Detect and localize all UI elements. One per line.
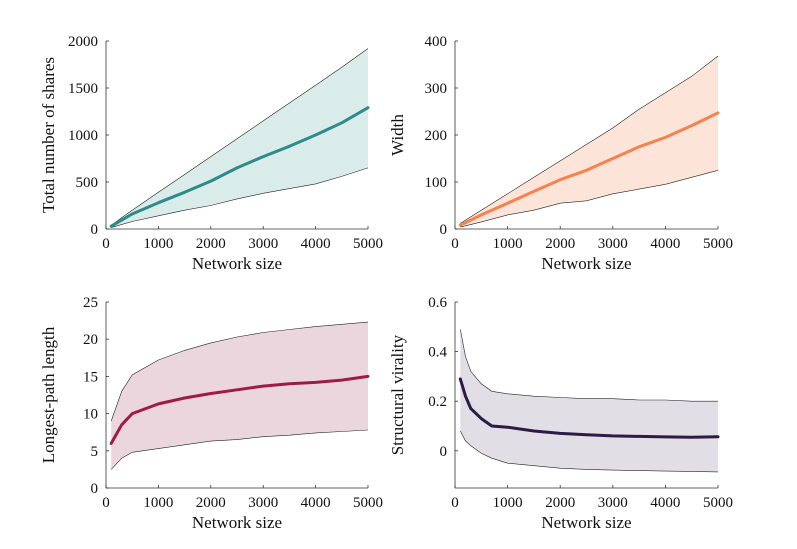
mean-line [458,111,720,227]
lower-bound-line [460,170,719,228]
chart-panel-3: 0 1000 2000 3000 4000 5000 0 5 10 15 20 25 Network s… [39,295,383,532]
y-tick-label: 400 [425,34,448,50]
lower-bound-line [111,167,369,228]
x-axis-title: Network size [192,513,282,532]
x-tick-label: 3000 [598,495,628,511]
y-tick-label: 1000 [68,128,98,144]
x-axis-title: Network size [541,513,631,532]
y-axis-title: Structural virality [388,334,407,455]
x-tick-label: 0 [451,236,459,252]
x-tick-label: 4000 [301,495,331,511]
upper-bound-line [460,329,718,402]
y-tick-label: 1500 [68,81,98,97]
y-tick-label: 2000 [68,34,98,50]
lower-bound-line [460,430,719,473]
x-tick-label: 0 [102,236,110,252]
y-tick-label: 25 [83,295,98,311]
y-axis-title: Width [388,114,407,156]
x-axis-title: Network size [541,254,631,273]
y-tick-label: 300 [425,81,448,97]
y-tick-label: 0.6 [428,295,447,311]
x-axis-title: Network size [192,254,282,273]
y-tick-label: 0 [440,444,448,460]
x-tick-label: 2000 [545,495,575,511]
x-tick-label: 2000 [196,236,226,252]
x-tick-label: 3000 [598,236,628,252]
y-tick-label: 10 [83,407,98,423]
x-tick-label: 1000 [493,495,523,511]
y-tick-label: 0.2 [428,394,447,410]
x-tick-label: 5000 [703,495,733,511]
y-tick-label: 0 [91,222,99,238]
chart-panel-2: 0 1000 2000 3000 4000 5000 0 100 200 300 400 Networ… [388,34,733,273]
x-tick-label: 2000 [545,236,575,252]
x-tick-label: 4000 [650,495,680,511]
x-tick-label: 1000 [493,236,523,252]
y-axis-title: Total number of shares [39,57,58,213]
x-tick-label: 1000 [143,495,173,511]
x-tick-label: 3000 [248,495,278,511]
y-tick-label: 0 [440,222,448,238]
x-tick-label: 4000 [301,236,331,252]
y-tick-label: 5 [91,444,99,460]
y-tick-label: 20 [83,332,98,348]
x-tick-label: 4000 [650,236,680,252]
chart-panel-1: 0 1000 2000 3000 4000 5000 0 500 1000 1500 2000 Net… [39,34,383,273]
mean-line [109,106,370,228]
y-tick-label: 100 [425,175,448,191]
y-tick-label: 200 [425,128,448,144]
x-tick-label: 0 [102,495,110,511]
x-tick-label: 5000 [353,236,383,252]
mean-line [109,374,370,445]
y-tick-label: 500 [76,175,99,191]
x-tick-label: 2000 [196,495,226,511]
lower-bound-line [110,429,369,470]
upper-bound-line [111,48,369,226]
upper-bound-line [460,55,719,224]
x-tick-label: 1000 [143,236,173,252]
y-tick-label: 0 [91,481,99,497]
x-tick-label: 0 [451,495,459,511]
mean-line [458,377,720,439]
y-axis-title: Longest-path length [39,326,58,463]
upper-bound-line [110,321,369,422]
confidence-band [111,322,368,470]
chart-panel-4: 0 1000 2000 3000 4000 5000 0 0.2 0.4 0.6 Network s… [388,295,733,532]
x-tick-label: 5000 [703,236,733,252]
x-tick-label: 5000 [353,495,383,511]
x-tick-label: 3000 [248,236,278,252]
confidence-band [460,56,718,228]
y-tick-label: 15 [83,369,98,385]
y-tick-label: 0.4 [428,345,447,361]
